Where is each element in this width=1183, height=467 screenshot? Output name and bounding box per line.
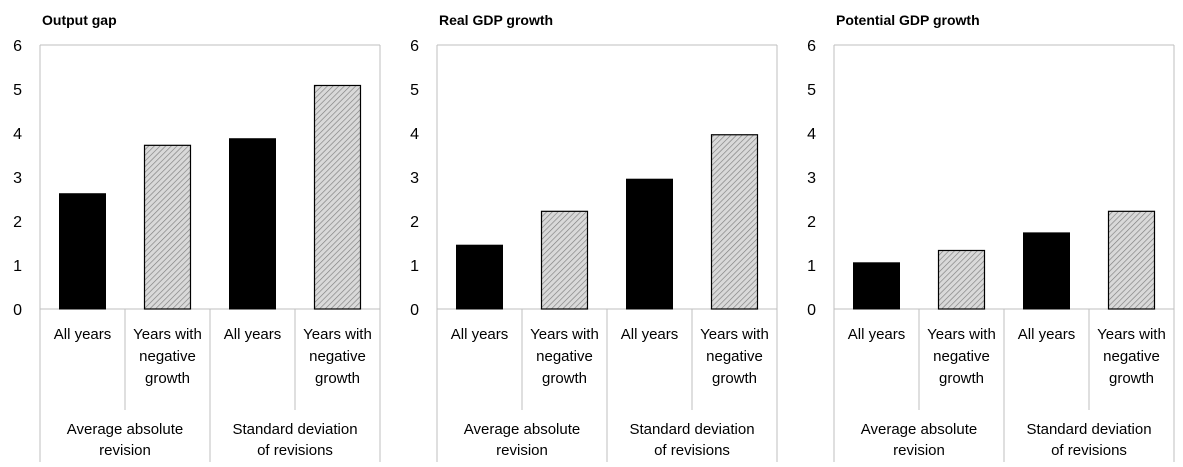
x-tick-label: negative xyxy=(1103,348,1160,365)
y-tick-label: 1 xyxy=(807,258,816,275)
y-tick-label: 3 xyxy=(13,170,22,187)
bar-solid xyxy=(626,178,673,310)
y-tick-label: 0 xyxy=(807,302,816,319)
x-tick-label: negative xyxy=(139,348,196,365)
x-tick-label: All years xyxy=(451,326,509,343)
x-tick-label: Years with xyxy=(530,326,599,343)
y-tick-label: 4 xyxy=(807,126,816,143)
bar-hatched xyxy=(540,210,589,310)
x-tick-label: All years xyxy=(621,326,679,343)
y-tick-label: 1 xyxy=(410,258,419,275)
chart-title: Potential GDP growth xyxy=(836,12,980,28)
group-label: of revisions xyxy=(654,442,730,459)
group-label: revision xyxy=(99,442,151,459)
bar-solid xyxy=(853,262,900,310)
y-tick-label: 3 xyxy=(410,170,419,187)
chart-panel-3: Potential GDP growth 0 1 2 3 4 5 6 All years Year… xyxy=(807,12,1175,462)
group-label: Standard deviation xyxy=(629,421,754,438)
x-tick-label: Years with xyxy=(133,326,202,343)
y-tick-label: 4 xyxy=(13,126,22,143)
y-tick-label: 1 xyxy=(13,258,22,275)
x-tick-label: growth xyxy=(145,370,190,387)
bar-solid xyxy=(1023,232,1070,310)
x-tick-label: negative xyxy=(706,348,763,365)
y-tick-label: 0 xyxy=(410,302,419,319)
group-label: Average absolute xyxy=(464,421,580,438)
x-tick-label: All years xyxy=(54,326,112,343)
x-tick-label: growth xyxy=(712,370,757,387)
x-tick-label: Years with xyxy=(303,326,372,343)
y-tick-label: 3 xyxy=(807,170,816,187)
x-tick-label: All years xyxy=(848,326,906,343)
y-tick-label: 5 xyxy=(410,82,419,99)
y-tick-label: 5 xyxy=(13,82,22,99)
x-tick-label: Years with xyxy=(1097,326,1166,343)
y-tick-label: 4 xyxy=(410,126,419,143)
y-tick-label: 0 xyxy=(13,302,22,319)
x-tick-label: Years with xyxy=(700,326,769,343)
x-tick-label: negative xyxy=(933,348,990,365)
group-label: of revisions xyxy=(1051,442,1127,459)
bar-hatched xyxy=(710,134,759,310)
x-tick-label: growth xyxy=(315,370,360,387)
group-label: revision xyxy=(893,442,945,459)
bar-solid xyxy=(59,193,106,310)
x-tick-label: All years xyxy=(224,326,282,343)
group-label: Standard deviation xyxy=(1026,421,1151,438)
x-tick-label: growth xyxy=(939,370,984,387)
x-tick-label: negative xyxy=(536,348,593,365)
y-tick-label: 6 xyxy=(807,38,816,55)
y-tick-label: 2 xyxy=(410,214,419,231)
chart-panel-1: Output gap 0 1 2 3 4 5 6 All years Years with nega… xyxy=(13,12,381,462)
y-tick-label: 2 xyxy=(13,214,22,231)
bar-solid xyxy=(456,244,503,310)
group-label: Standard deviation xyxy=(232,421,357,438)
bar-hatched xyxy=(937,249,986,310)
y-tick-label: 2 xyxy=(807,214,816,231)
bar-hatched xyxy=(1107,210,1156,310)
chart-title: Output gap xyxy=(42,12,117,28)
bar-hatched xyxy=(313,84,362,310)
group-label: revision xyxy=(496,442,548,459)
y-tick-label: 5 xyxy=(807,82,816,99)
x-tick-label: growth xyxy=(1109,370,1154,387)
x-tick-label: growth xyxy=(542,370,587,387)
x-tick-label: Years with xyxy=(927,326,996,343)
y-tick-label: 6 xyxy=(410,38,419,55)
group-label: Average absolute xyxy=(67,421,183,438)
x-tick-label: negative xyxy=(309,348,366,365)
chart-panel-2: Real GDP growth 0 1 2 3 4 5 6 All years Years wit… xyxy=(410,12,778,462)
y-tick-label: 6 xyxy=(13,38,22,55)
bar-solid xyxy=(229,138,276,310)
x-tick-label: All years xyxy=(1018,326,1076,343)
group-label: Average absolute xyxy=(861,421,977,438)
chart-title: Real GDP growth xyxy=(439,12,553,28)
bar-hatched xyxy=(143,144,192,310)
group-label: of revisions xyxy=(257,442,333,459)
